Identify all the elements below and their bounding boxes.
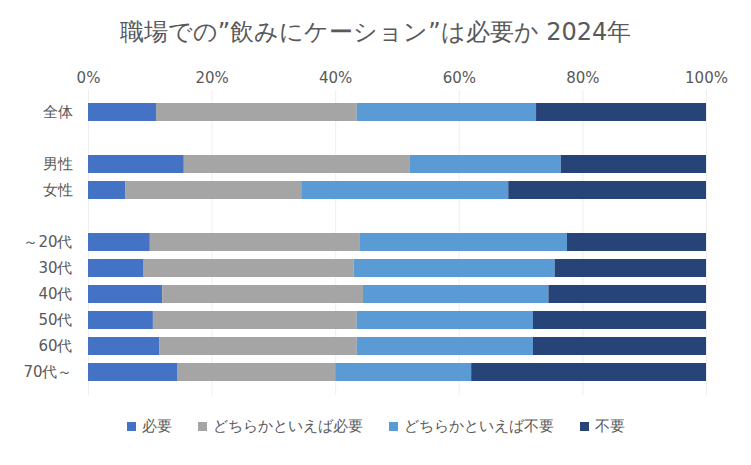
svg-text:0%: 0% <box>77 69 101 87</box>
svg-text:女性: 女性 <box>43 181 73 199</box>
svg-text:20%: 20% <box>195 69 228 87</box>
svg-text:全体: 全体 <box>43 103 73 121</box>
svg-text:80%: 80% <box>566 69 599 87</box>
svg-text:～20代: ～20代 <box>23 233 72 251</box>
svg-text:60%: 60% <box>443 69 476 87</box>
svg-text:60代: 60代 <box>38 337 72 355</box>
html-text:職場での”飲みにケーション”は必要か 2024年: 職場での”飲みにケーション”は必要か 2024年 <box>119 18 632 46</box>
svg-text:70代～: 70代～ <box>23 363 72 381</box>
html-text:不要: 不要 <box>594 417 625 435</box>
html-text:どちらかといえば不要: どちらかといえば不要 <box>403 417 554 435</box>
svg-text:30代: 30代 <box>38 259 72 277</box>
svg-text:50代: 50代 <box>38 311 72 329</box>
svg-text:100%: 100% <box>685 69 728 87</box>
svg-text:40代: 40代 <box>38 285 72 303</box>
svg-text:40%: 40% <box>319 69 352 87</box>
svg-text:男性: 男性 <box>43 155 73 173</box>
html-text:どちらかといえば必要: どちらかといえば必要 <box>212 417 363 435</box>
html-text:必要: 必要 <box>141 417 172 435</box>
